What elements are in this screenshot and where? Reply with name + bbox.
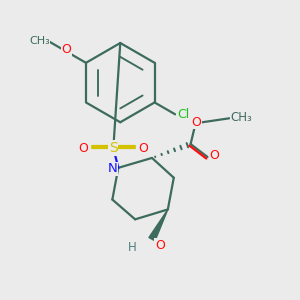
Polygon shape — [149, 209, 168, 241]
Text: O: O — [61, 44, 71, 56]
Text: O: O — [209, 149, 219, 162]
Text: S: S — [109, 141, 118, 155]
Text: O: O — [79, 142, 88, 154]
Text: O: O — [155, 238, 165, 252]
Text: Cl: Cl — [177, 108, 189, 121]
Text: CH₃: CH₃ — [29, 36, 50, 46]
Text: H: H — [128, 241, 136, 254]
Text: N: N — [107, 162, 117, 175]
Text: O: O — [192, 116, 202, 129]
Text: CH₃: CH₃ — [230, 111, 252, 124]
Text: O: O — [138, 142, 148, 154]
